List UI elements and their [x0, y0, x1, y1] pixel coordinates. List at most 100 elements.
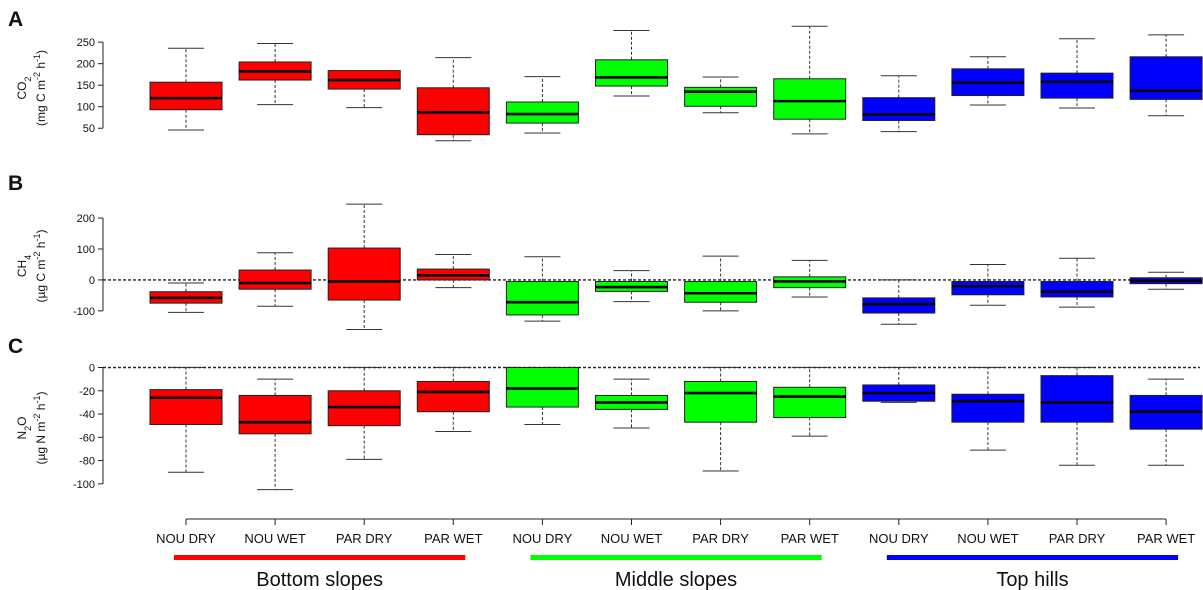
iqr-box	[684, 380, 758, 423]
group-color-bar	[174, 555, 466, 560]
box-nou-dry	[149, 366, 223, 473]
text-fragment: O	[15, 416, 29, 425]
y-tick-label: 100	[77, 102, 95, 114]
y-tick-label: -100	[73, 306, 95, 318]
box-nou-wet	[951, 56, 1025, 106]
y-axis-label-unit: (µg C m-2 h-1)	[32, 230, 48, 303]
text-fragment: (mg C m	[34, 80, 48, 126]
group-color-bar	[886, 555, 1179, 560]
text-fragment: )	[34, 230, 48, 234]
iqr-box	[149, 81, 223, 111]
y-tick-label: 200	[77, 59, 95, 71]
y-tick-label: -40	[79, 409, 95, 421]
iqr-box	[773, 78, 847, 120]
x-category-label: NOU DRY	[513, 531, 573, 546]
y-tick-label: 200	[77, 213, 95, 225]
text-fragment: 2	[23, 426, 33, 431]
box-par-wet	[773, 366, 847, 437]
text-fragment: -1	[32, 396, 42, 404]
group-label: Middle slopes	[615, 569, 737, 590]
text-fragment: -1	[32, 234, 42, 242]
iqr-box	[1129, 56, 1203, 100]
x-category-label: NOU WET	[601, 531, 662, 546]
y-tick-label: -60	[79, 432, 95, 444]
text-fragment: (µg C m	[34, 260, 48, 303]
y-tick-label: 150	[77, 80, 95, 92]
x-category-label: PAR DRY	[692, 531, 749, 546]
iqr-box	[684, 280, 758, 303]
x-category-label: PAR DRY	[1049, 531, 1106, 546]
iqr-box	[595, 59, 668, 87]
y-tick-label: 250	[77, 37, 95, 49]
text-fragment: 2	[23, 76, 33, 81]
iqr-box	[238, 394, 312, 435]
box-nou-dry	[505, 76, 579, 134]
y-tick-label: -80	[79, 456, 95, 468]
iqr-box	[238, 269, 312, 290]
box-par-dry	[684, 76, 758, 114]
iqr-box	[951, 280, 1025, 296]
box-nou-dry	[505, 256, 579, 322]
box-par-wet	[416, 254, 490, 289]
panel-letter: A	[8, 8, 23, 31]
box-nou-dry	[505, 366, 579, 426]
iqr-box	[149, 389, 223, 426]
y-axis-label-quantity: CH4	[15, 255, 33, 277]
x-category-label: PAR WET	[1137, 531, 1195, 546]
box-par-dry	[327, 70, 401, 109]
x-category-label: NOU WET	[957, 531, 1018, 546]
text-fragment: -1	[32, 54, 42, 62]
x-category-label: NOU DRY	[869, 531, 929, 546]
text-fragment: h	[34, 242, 48, 252]
box-par-wet	[1129, 378, 1203, 466]
y-axis-label-unit: (µg N m-2 h-1)	[32, 392, 48, 465]
box-nou-dry	[862, 279, 936, 325]
panel-b: B -100 0 100 200 CH4(µg C m-2 h-1)	[8, 172, 1203, 330]
box-nou-dry	[149, 47, 223, 131]
box-par-dry	[684, 255, 758, 312]
iqr-box	[327, 247, 401, 301]
iqr-box	[773, 386, 847, 419]
iqr-box	[505, 280, 579, 316]
box-nou-wet	[238, 378, 312, 491]
group-color-bar	[530, 555, 822, 560]
box-nou-dry	[862, 366, 936, 403]
panel-a: A 50 100 150 200 250 CO2(mg C m-2 h-1)	[8, 8, 1203, 142]
box-nou-wet	[951, 263, 1025, 306]
box-par-wet	[1129, 34, 1203, 117]
iqr-box	[416, 380, 490, 413]
x-category-label: PAR WET	[781, 531, 839, 546]
y-tick-label: -20	[79, 386, 95, 398]
box-nou-wet	[595, 270, 668, 303]
box-nou-wet	[238, 252, 312, 307]
iqr-box	[951, 393, 1025, 423]
x-category-label: NOU DRY	[156, 531, 216, 546]
box-par-dry	[327, 366, 401, 460]
box-nou-dry	[149, 282, 223, 313]
box-par-wet	[1129, 271, 1203, 290]
y-tick-label: 0	[89, 275, 95, 287]
y-axis-label-quantity: CO2	[15, 76, 33, 99]
iqr-box	[1040, 72, 1114, 99]
group-label: Bottom slopes	[256, 569, 383, 590]
box-par-dry	[1040, 366, 1114, 466]
y-axis-label-unit: (mg C m-2 h-1)	[32, 50, 48, 126]
y-tick-label: 50	[83, 123, 95, 135]
box-nou-wet	[951, 366, 1025, 451]
iqr-box	[862, 97, 936, 121]
y-tick-label: -100	[73, 479, 95, 491]
text-fragment: h	[34, 62, 48, 72]
y-tick-label: 100	[77, 244, 95, 256]
box-par-wet	[416, 366, 490, 432]
box-nou-wet	[595, 378, 668, 429]
box-par-wet	[773, 25, 847, 135]
text-fragment: )	[34, 392, 48, 396]
y-axis-label-quantity: N2O	[15, 416, 33, 439]
text-fragment: CH	[15, 260, 29, 277]
x-category-label: PAR DRY	[336, 531, 393, 546]
group-label: Top hills	[996, 569, 1068, 590]
panel-letter: C	[8, 335, 23, 358]
box-par-dry	[1040, 257, 1114, 308]
